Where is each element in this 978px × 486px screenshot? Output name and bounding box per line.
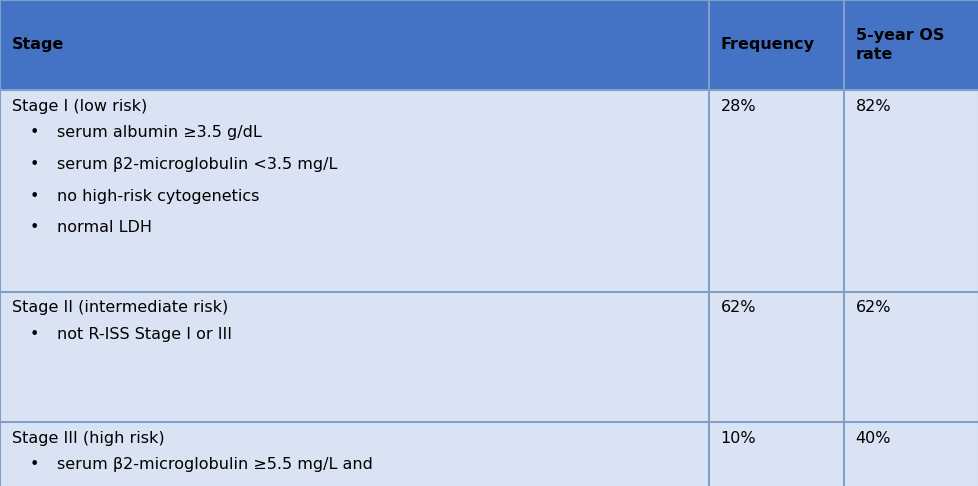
Text: not R-ISS Stage I or III: not R-ISS Stage I or III: [57, 327, 232, 342]
Bar: [708, 292, 843, 422]
Text: •: •: [29, 327, 39, 342]
Text: 40%: 40%: [855, 431, 890, 446]
Bar: [843, 0, 978, 90]
Bar: [0, 422, 708, 486]
Bar: [843, 422, 978, 486]
Bar: [843, 90, 978, 292]
Text: Frequency: Frequency: [720, 37, 814, 52]
Text: 62%: 62%: [855, 300, 890, 315]
Text: 62%: 62%: [720, 300, 755, 315]
Bar: [0, 0, 708, 90]
Bar: [708, 90, 843, 292]
Text: Stage I (low risk): Stage I (low risk): [12, 99, 147, 114]
Text: •: •: [29, 189, 39, 204]
Bar: [0, 90, 708, 292]
Bar: [0, 292, 708, 422]
Bar: [843, 292, 978, 422]
Text: Stage: Stage: [12, 37, 64, 52]
Text: normal LDH: normal LDH: [57, 220, 152, 235]
Text: Stage III (high risk): Stage III (high risk): [12, 431, 164, 446]
Text: •: •: [29, 220, 39, 235]
Bar: [708, 0, 843, 90]
Text: 5-year OS
rate: 5-year OS rate: [855, 28, 943, 62]
Text: serum β2-microglobulin <3.5 mg/L: serum β2-microglobulin <3.5 mg/L: [57, 157, 336, 172]
Text: •: •: [29, 125, 39, 140]
Text: Stage II (intermediate risk): Stage II (intermediate risk): [12, 300, 228, 315]
Text: 10%: 10%: [720, 431, 755, 446]
Text: 28%: 28%: [720, 99, 755, 114]
Text: •: •: [29, 157, 39, 172]
Text: no high-risk cytogenetics: no high-risk cytogenetics: [57, 189, 259, 204]
Bar: [708, 422, 843, 486]
Text: serum albumin ≥3.5 g/dL: serum albumin ≥3.5 g/dL: [57, 125, 261, 140]
Text: serum β2-microglobulin ≥5.5 mg/L and: serum β2-microglobulin ≥5.5 mg/L and: [57, 457, 373, 472]
Text: •: •: [29, 457, 39, 472]
Text: 82%: 82%: [855, 99, 890, 114]
